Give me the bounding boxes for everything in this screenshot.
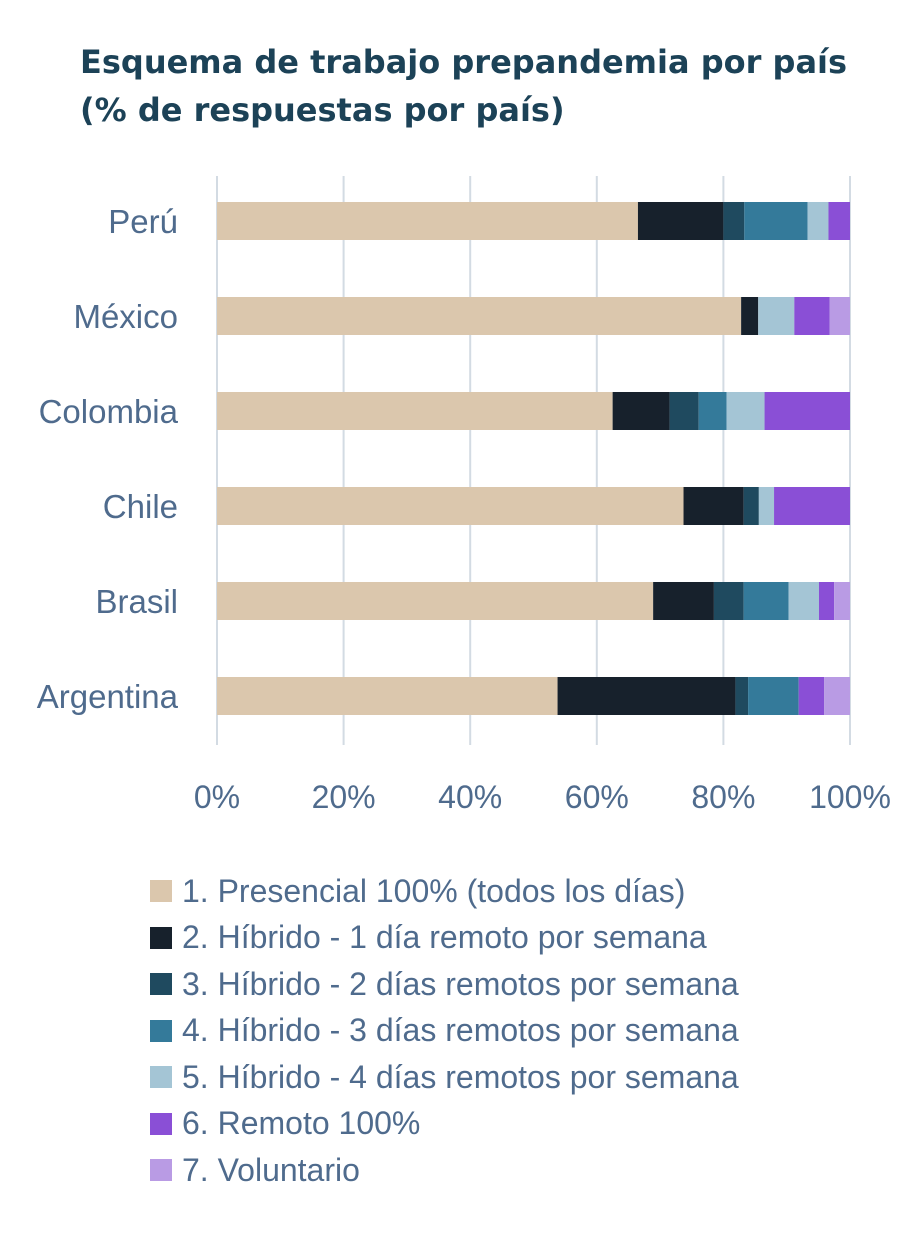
legend-swatch xyxy=(150,880,172,903)
legend-item: 3. Híbrido - 2 días remotos por semana xyxy=(150,961,739,1008)
bar-segment xyxy=(217,582,654,620)
bar-segment xyxy=(828,202,850,240)
bar-segment xyxy=(774,487,850,525)
chart-subtitle: (% de respuestas por país) xyxy=(80,91,565,129)
bar-segment xyxy=(612,392,670,430)
bar-segment xyxy=(637,202,724,240)
bar-segment xyxy=(713,582,744,620)
bar-segment xyxy=(743,582,789,620)
bar-segment xyxy=(557,677,736,715)
legend-label: 1. Presencial 100% (todos los días) xyxy=(182,872,686,909)
legend-item: 2. Híbrido - 1 día remoto por semana xyxy=(150,915,739,962)
category-label: Perú xyxy=(108,203,178,240)
x-tick-label: 40% xyxy=(438,779,502,815)
bar-segment xyxy=(698,392,727,430)
x-tick-label: 0% xyxy=(194,779,240,815)
bar-segment xyxy=(653,582,714,620)
legend-swatch xyxy=(150,926,172,949)
legend-label: 4. Híbrido - 3 días remotos por semana xyxy=(182,1012,739,1049)
bar-segment xyxy=(764,392,850,430)
bar-segment xyxy=(758,297,795,335)
bar-segment xyxy=(723,202,745,240)
bar-segment xyxy=(217,297,742,335)
legend-label: 5. Híbrido - 4 días remotos por semana xyxy=(182,1058,739,1095)
legend-item: 7. Voluntario xyxy=(150,1147,739,1194)
bar-segment xyxy=(829,297,850,335)
bar-segment xyxy=(217,487,684,525)
bar-segment xyxy=(798,677,825,715)
bar-segment xyxy=(743,487,759,525)
category-label: Argentina xyxy=(37,678,179,715)
bar-segment xyxy=(683,487,744,525)
x-tick-label: 80% xyxy=(691,779,755,815)
legend-swatch xyxy=(150,1112,172,1135)
legend-swatch xyxy=(150,1019,172,1042)
bar-segment xyxy=(748,677,799,715)
chart-legend: 1. Presencial 100% (todos los días) 2. Hí… xyxy=(150,868,739,1194)
bar-segment xyxy=(726,392,765,430)
x-tick-label: 20% xyxy=(312,779,376,815)
bar-segment xyxy=(824,677,850,715)
bar-segment xyxy=(818,582,835,620)
category-label: Colombia xyxy=(39,393,179,430)
legend-swatch xyxy=(150,1159,172,1182)
bar-segment xyxy=(758,487,775,525)
bar-segment xyxy=(794,297,830,335)
legend-item: 1. Presencial 100% (todos los días) xyxy=(150,868,739,915)
legend-label: 7. Voluntario xyxy=(182,1151,360,1188)
chart-title: Esquema de trabajo prepandemia por país xyxy=(80,43,848,81)
stacked-bar-chart: Perú México Colombia Chile Brasil Argentina 0%… xyxy=(37,176,891,815)
bar-segment xyxy=(217,202,638,240)
legend-label: 2. Híbrido - 1 día remoto por semana xyxy=(182,919,707,956)
bar-segment xyxy=(735,677,749,715)
bar-segment xyxy=(741,297,759,335)
category-label: México xyxy=(73,298,178,335)
legend-swatch xyxy=(150,973,172,996)
bar-segment xyxy=(807,202,829,240)
bar-segment xyxy=(834,582,850,620)
x-tick-label: 60% xyxy=(565,779,629,815)
legend-label: 3. Híbrido - 2 días remotos por semana xyxy=(182,965,739,1002)
bar-segment xyxy=(217,392,613,430)
chart-title-block: Esquema de trabajo prepandemia por país … xyxy=(80,38,900,134)
bar-segment xyxy=(744,202,808,240)
legend-item: 4. Híbrido - 3 días remotos por semana xyxy=(150,1008,739,1055)
category-label: Chile xyxy=(103,488,178,525)
legend-item: 5. Híbrido - 4 días remotos por semana xyxy=(150,1054,739,1101)
bar-segment xyxy=(669,392,699,430)
bar-segment xyxy=(217,677,558,715)
bar-segment xyxy=(788,582,819,620)
legend-label: 6. Remoto 100% xyxy=(182,1105,421,1142)
x-tick-label: 100% xyxy=(809,779,891,815)
legend-item: 6. Remoto 100% xyxy=(150,1101,739,1148)
legend-swatch xyxy=(150,1066,172,1089)
category-label: Brasil xyxy=(95,583,178,620)
